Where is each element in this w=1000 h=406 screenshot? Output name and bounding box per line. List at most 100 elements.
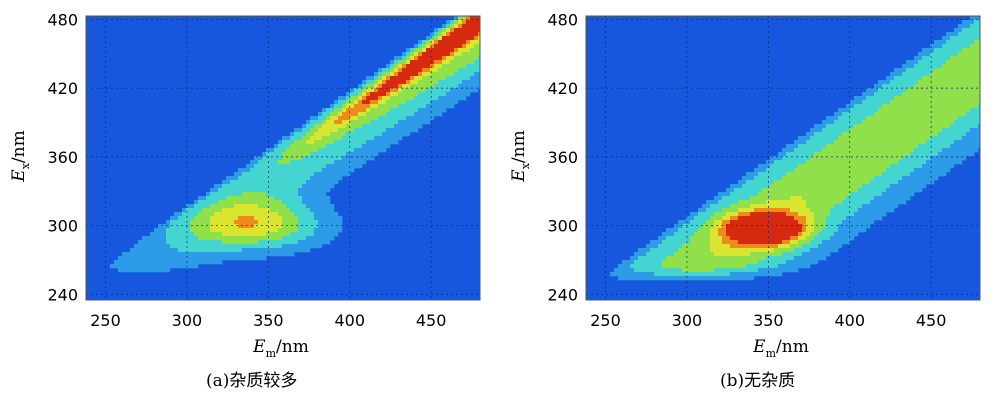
heatmap-cell (854, 104, 859, 109)
heatmap-cell (322, 212, 327, 217)
heatmap-cell (366, 144, 371, 149)
heatmap-cell (734, 228, 739, 233)
heatmap-cell (814, 164, 819, 169)
heatmap-cell (766, 196, 771, 201)
heatmap-cell (258, 252, 263, 257)
heatmap-cell (402, 112, 407, 117)
heatmap-cell (302, 200, 307, 205)
heatmap-cell (818, 196, 823, 201)
heatmap-cell (626, 264, 631, 269)
heatmap-cell (278, 180, 283, 185)
heatmap-cell (778, 232, 783, 237)
heatmap-cell (454, 84, 459, 89)
heatmap-cell (294, 184, 299, 189)
heatmap-cell (786, 200, 791, 205)
heatmap-cell (386, 96, 391, 101)
heatmap-cell (950, 48, 955, 53)
heatmap-cell (882, 140, 887, 145)
heatmap-cell (786, 208, 791, 213)
heatmap-cell (478, 36, 481, 41)
heatmap-cell (926, 168, 931, 173)
heatmap-cell (222, 184, 227, 189)
heatmap-cell (886, 84, 891, 89)
heatmap-cell (842, 152, 847, 157)
heatmap-cell (718, 224, 723, 229)
heatmap-cell (866, 224, 871, 229)
heatmap-cell (262, 220, 267, 225)
heatmap-cell (702, 220, 707, 225)
heatmap-cell (922, 140, 927, 145)
heatmap-cell (862, 212, 867, 217)
heatmap-cell (402, 56, 407, 61)
heatmap-cell (742, 260, 747, 265)
heatmap-cell (306, 236, 311, 241)
heatmap-cell (874, 212, 879, 217)
heatmap-cell (846, 168, 851, 173)
heatmap-cell (178, 244, 183, 249)
heatmap-cell (638, 248, 643, 253)
heatmap-cell (330, 112, 335, 117)
heatmap-cell (846, 192, 851, 197)
heatmap-cell (378, 104, 383, 109)
heatmap-cell (954, 112, 959, 117)
heatmap-cell (670, 276, 675, 281)
heatmap-cell (934, 80, 939, 85)
heatmap-cell (870, 172, 875, 177)
heatmap-cell (770, 260, 775, 265)
heatmap-cell (330, 168, 335, 173)
heatmap-cell (862, 148, 867, 153)
heatmap-cell (478, 44, 481, 49)
heatmap-cell (822, 128, 827, 133)
heatmap-cell (386, 92, 391, 97)
heatmap-cell (942, 76, 947, 81)
heatmap-cell (802, 184, 807, 189)
heatmap-cell (838, 120, 843, 125)
heatmap-cell (274, 232, 279, 237)
heatmap-cell (218, 252, 223, 257)
heatmap-cell (746, 260, 751, 265)
heatmap-cell (194, 256, 199, 261)
heatmap-cell (814, 216, 819, 221)
heatmap-cell (906, 116, 911, 121)
heatmap-cell (974, 36, 979, 41)
heatmap-cell (850, 196, 855, 201)
heatmap-cell (874, 180, 879, 185)
heatmap-cell (842, 232, 847, 237)
heatmap-cell (866, 116, 871, 121)
heatmap-cell (678, 252, 683, 257)
heatmap-cell (958, 36, 963, 41)
heatmap-cell (778, 152, 783, 157)
heatmap-cell (862, 188, 867, 193)
heatmap-cell (830, 204, 835, 209)
heatmap-cell (302, 176, 307, 181)
heatmap-cell (174, 244, 179, 249)
heatmap-cell (654, 256, 659, 261)
heatmap-cell (210, 232, 215, 237)
heatmap-cell (454, 92, 459, 97)
heatmap-cell (618, 276, 623, 281)
heatmap-cell (750, 260, 755, 265)
heatmap-cell (762, 180, 767, 185)
heatmap-cell (954, 76, 959, 81)
heatmap-cell (850, 124, 855, 129)
heatmap-cell (894, 148, 899, 153)
heatmap-cell (726, 196, 731, 201)
heatmap-cell (890, 204, 895, 209)
heatmap-cell (974, 144, 979, 149)
heatmap-cell (394, 128, 399, 133)
heatmap-cell (742, 224, 747, 229)
heatmap-cell (866, 188, 871, 193)
heatmap-cell (730, 252, 735, 257)
heatmap-cell (846, 148, 851, 153)
heatmap-cell (210, 252, 215, 257)
heatmap-cell (378, 132, 383, 137)
heatmap-cell (758, 228, 763, 233)
heatmap-cell (210, 208, 215, 213)
heatmap-cell (434, 108, 439, 113)
heatmap-cell (250, 228, 255, 233)
heatmap-cell (878, 188, 883, 193)
heatmap-cell (242, 204, 247, 209)
heatmap-cell (818, 172, 823, 177)
heatmap-cell (794, 196, 799, 201)
heatmap-cell (774, 180, 779, 185)
